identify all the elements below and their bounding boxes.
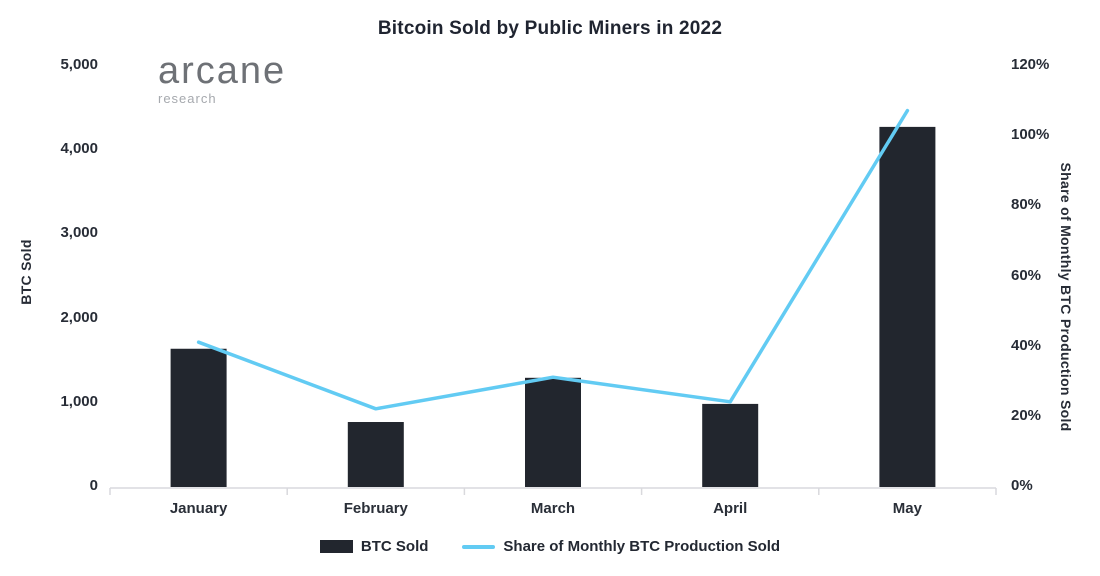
left-tick-5,000: 5,000 xyxy=(60,56,98,73)
right-tick-80%: 80% xyxy=(1011,196,1042,214)
x-label-march: March xyxy=(530,500,576,517)
right-tick-100%: 100% xyxy=(1011,126,1050,144)
bar-february xyxy=(347,422,404,487)
right-axis-title: Share of Monthly BTC Production Sold xyxy=(1058,162,1074,432)
right-tick-0%: 0% xyxy=(1011,477,1033,494)
x-label-may: May xyxy=(892,500,922,517)
left-tick-3,000: 3,000 xyxy=(60,224,98,242)
share-line xyxy=(196,108,910,411)
left-tick-2,000: 2,000 xyxy=(60,308,98,326)
bar-april xyxy=(702,403,759,487)
right-tick-40%: 40% xyxy=(1011,336,1042,354)
legend-item-share: Share of Monthly BTC Production Sold xyxy=(462,538,780,555)
bar-january xyxy=(170,348,227,487)
left-tick-4,000: 4,000 xyxy=(60,140,98,158)
bar-march xyxy=(525,377,581,487)
legend-item-btc-sold: BTC Sold xyxy=(319,538,429,555)
legend-label-btc-sold: BTC Sold xyxy=(360,538,429,555)
chart-title: Bitcoin Sold by Public Miners in 2022 xyxy=(377,18,723,39)
right-tick-120%: 120% xyxy=(1011,56,1050,73)
bar-series-swatch xyxy=(319,540,353,553)
arcane-research-logo: arcane research xyxy=(158,52,286,106)
right-tick-60%: 60% xyxy=(1011,266,1042,284)
x-label-january: January xyxy=(169,500,228,517)
left-tick-0: 0 xyxy=(89,477,98,494)
line-series-swatch xyxy=(462,544,496,549)
right-tick-20%: 20% xyxy=(1011,406,1042,424)
logo-subtext: research xyxy=(158,91,217,106)
x-label-april: April xyxy=(713,500,748,517)
legend: BTC Sold Share of Monthly BTC Production… xyxy=(0,538,1100,555)
x-label-february: February xyxy=(343,500,408,517)
legend-label-share: Share of Monthly BTC Production Sold xyxy=(503,538,781,555)
left-tick-1,000: 1,000 xyxy=(60,392,98,410)
logo-wordmark: arcane xyxy=(158,50,287,92)
bar-may xyxy=(879,126,936,488)
